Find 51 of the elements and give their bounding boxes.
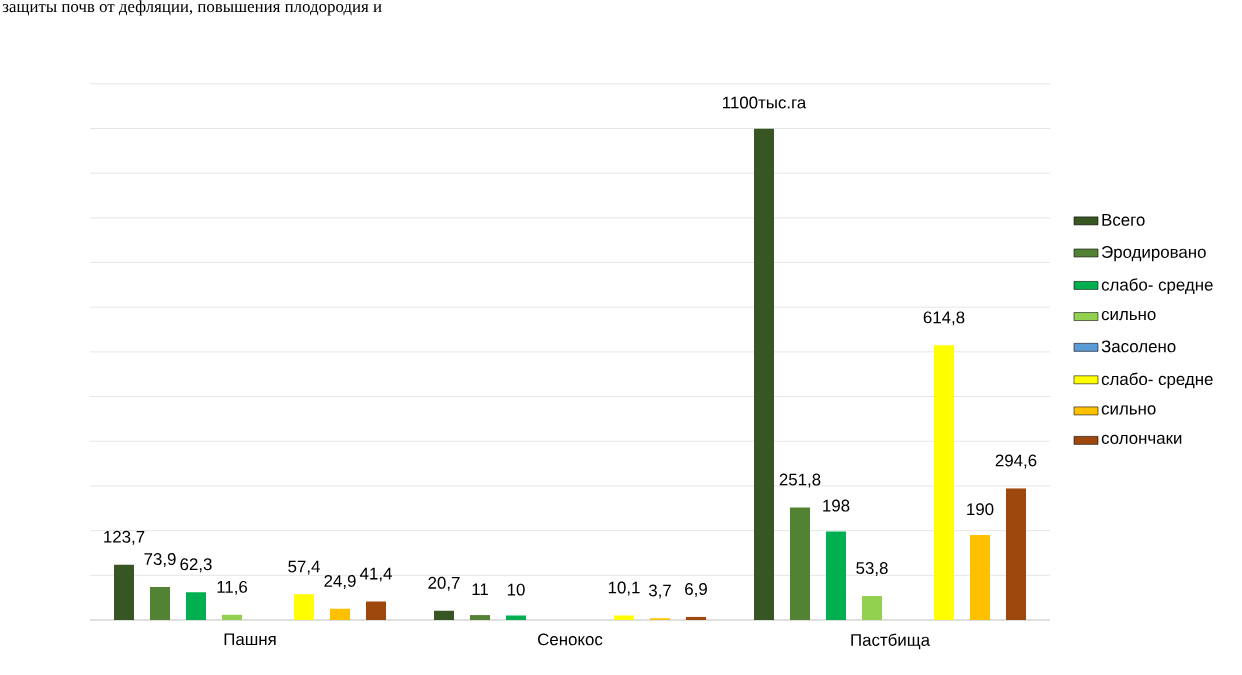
bar xyxy=(294,594,315,620)
bar xyxy=(506,615,526,620)
data-label: 57,4 xyxy=(288,560,320,575)
bar xyxy=(790,507,810,620)
data-label: 10 xyxy=(507,583,525,596)
bar xyxy=(330,608,351,620)
data-label: 3,7 xyxy=(648,584,671,599)
legend-label: сильно xyxy=(1101,310,1156,321)
legend-label: слабо- средне xyxy=(1101,372,1213,389)
data-label: 41,4 xyxy=(359,567,392,582)
data-label: 294,6 xyxy=(995,454,1037,469)
bar xyxy=(686,616,707,620)
bar xyxy=(862,595,883,620)
legend-label: сильно xyxy=(1101,405,1156,415)
legend-label: Всего xyxy=(1102,214,1145,226)
data-label: 24,9 xyxy=(324,574,356,589)
data-label: 614,8 xyxy=(923,311,965,326)
bar xyxy=(470,615,490,620)
x-tick-label: Пастбища xyxy=(851,633,931,650)
data-label: 6,9 xyxy=(685,583,707,597)
legend-label: солончаки xyxy=(1101,434,1182,445)
bar xyxy=(366,601,387,620)
data-label: 53,8 xyxy=(856,562,888,576)
data-label: 198 xyxy=(823,499,850,512)
data-label: 190 xyxy=(967,503,994,516)
bar xyxy=(970,535,991,620)
bar xyxy=(754,128,774,620)
bar xyxy=(934,345,955,620)
data-label: 11 xyxy=(472,583,488,596)
bar xyxy=(186,592,206,620)
text: защиты почв от дефляции, повышения плодородия и xyxy=(2,0,382,16)
legend-label: слабо- средне xyxy=(1101,278,1213,295)
bar xyxy=(434,610,454,620)
bar xyxy=(614,615,635,620)
data-label: 20,7 xyxy=(428,576,460,591)
data-label: 1100тыс.га xyxy=(723,96,807,109)
legend-label: Засолено xyxy=(1101,340,1176,353)
bar xyxy=(1006,488,1027,620)
bar xyxy=(150,586,170,620)
x-tick-label: Сенокос xyxy=(538,633,603,646)
data-label: 73,9 xyxy=(144,553,176,568)
data-label: 10,1 xyxy=(608,581,640,596)
x-tick-label: Пашня xyxy=(224,633,276,646)
data-label: 62,3 xyxy=(180,558,212,573)
bar xyxy=(222,614,242,620)
bar xyxy=(114,564,134,620)
bar xyxy=(826,531,847,620)
data-label: 11,6 xyxy=(217,580,248,595)
data-label: 251,8 xyxy=(779,473,821,488)
legend-label: Эродировано xyxy=(1101,246,1206,262)
data-label: 123,7 xyxy=(104,530,145,545)
